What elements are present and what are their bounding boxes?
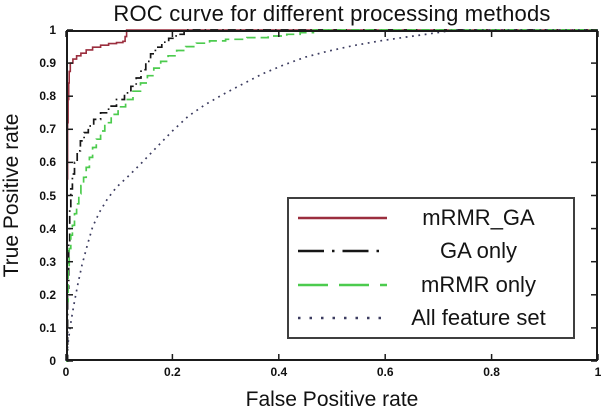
legend-label: All feature set <box>411 304 546 330</box>
x-tick-label: 0.2 <box>164 365 181 379</box>
y-axis-tick-labels: 0 0.1 0.2 0.3 0.4 0.5 0.6 0.7 0.8 0.9 1 <box>0 23 58 368</box>
y-tick-label: 0.9 <box>39 56 56 71</box>
y-tick-label: 0.1 <box>39 320 56 335</box>
y-tick-label: 1 <box>49 23 56 37</box>
plot-area <box>65 29 599 362</box>
curve-mrmr-ga <box>66 29 598 362</box>
x-tick-label: 0 <box>62 365 70 379</box>
legend-label: GA only <box>439 238 518 264</box>
x-axis-tick-labels: 0 0.2 0.4 0.6 0.8 1 <box>62 365 602 381</box>
roc-curves-svg <box>65 29 599 362</box>
y-tick-label: 0 <box>49 354 56 368</box>
legend-item-mrmr-only: mRMR only <box>295 269 567 301</box>
legend-item-all-feature-set: All feature set <box>295 302 567 334</box>
chart-title: ROC curve for different processing metho… <box>113 1 551 26</box>
legend-item-ga-only: GA only <box>295 235 567 267</box>
legend-line-sample-ga-only <box>298 250 387 253</box>
curve-mrmr-only <box>66 29 598 362</box>
y-tick-label: 0.7 <box>39 122 56 137</box>
legend-line-sample-all-feature-set <box>298 316 387 320</box>
x-tick-label: 0.6 <box>376 365 394 379</box>
curve-ga-only <box>66 29 598 362</box>
legend-line-sample-mrmr-only <box>298 283 387 286</box>
y-tick-label: 0.8 <box>39 89 56 104</box>
x-tick-label: 0.8 <box>483 365 500 379</box>
y-tick-label: 0.6 <box>39 155 56 170</box>
x-tick-label: 1 <box>594 365 602 379</box>
y-tick-label: 0.3 <box>39 254 56 269</box>
legend-label: mRMR_GA <box>422 205 535 231</box>
x-tick-label: 0.4 <box>270 365 288 379</box>
y-tick-label: 0.2 <box>39 287 56 302</box>
legend-label: mRMR only <box>421 271 536 297</box>
curve-all-feature-set <box>65 29 598 362</box>
legend-item-mrmr-ga: mRMR_GA <box>295 202 567 234</box>
y-tick-label: 0.5 <box>39 188 56 203</box>
x-axis-label: False Positive rate <box>245 388 419 411</box>
y-tick-label: 0.4 <box>39 221 56 236</box>
legend-line-sample-mrmr-ga <box>298 216 387 220</box>
legend: mRMR_GA GA only mRMR only All feature set <box>287 197 575 339</box>
